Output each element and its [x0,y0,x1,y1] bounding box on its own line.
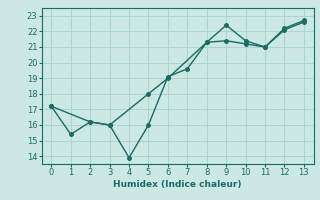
X-axis label: Humidex (Indice chaleur): Humidex (Indice chaleur) [113,180,242,189]
